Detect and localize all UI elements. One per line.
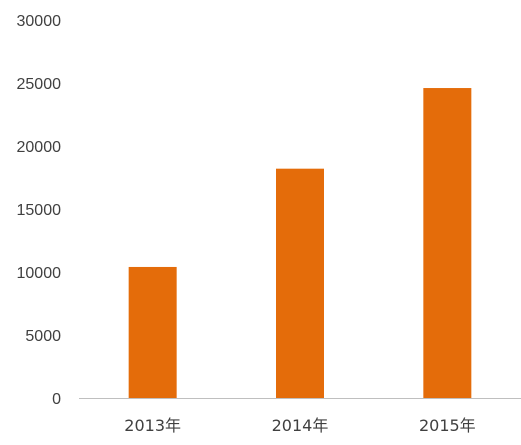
x-axis: 2013年 2014年 2015年 [124, 416, 475, 435]
y-tick-label: 30000 [17, 13, 62, 30]
y-tick-label: 5000 [25, 328, 61, 345]
y-axis: 0 5000 10000 15000 20000 25000 30000 [17, 13, 62, 408]
bar-2015年 [423, 88, 472, 398]
x-tick-label: 2014年 [272, 416, 329, 435]
bar-2013年 [128, 266, 177, 398]
y-tick-label: 20000 [17, 139, 62, 156]
y-tick-label: 25000 [17, 76, 62, 93]
bar-2014年 [276, 168, 324, 398]
x-tick-label: 2013年 [124, 416, 181, 435]
bar-series [128, 88, 472, 398]
x-tick-label: 2015年 [419, 416, 476, 435]
y-tick-label: 15000 [17, 202, 62, 219]
y-tick-label: 0 [52, 391, 61, 408]
y-tick-label: 10000 [17, 265, 62, 282]
